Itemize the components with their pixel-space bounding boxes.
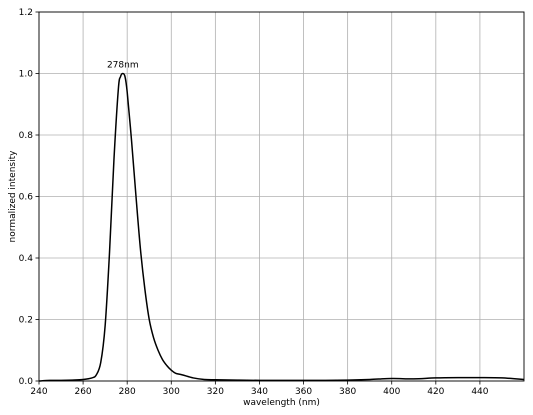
axis-ticks: 240 260 280 300 320 340 360 380 400 420 440 0.0 0.2 0… <box>19 8 489 397</box>
y-tick-label: 0.2 <box>19 316 33 326</box>
x-tick-label: 440 <box>471 387 488 397</box>
y-tick-label: 0.8 <box>19 131 34 141</box>
x-tick-label: 240 <box>30 387 47 397</box>
x-tick-label: 400 <box>383 387 400 397</box>
x-tick-label: 280 <box>119 387 136 397</box>
y-tick-label: 0.4 <box>19 254 34 264</box>
peak-annotation: 278nm <box>107 61 139 71</box>
y-tick-label: 1.0 <box>19 70 34 80</box>
x-tick-label: 380 <box>339 387 356 397</box>
y-axis-label: normalized intensity <box>8 150 18 243</box>
x-tick-label: 260 <box>74 387 91 397</box>
x-tick-label: 360 <box>295 387 312 397</box>
y-tick-label: 0.0 <box>19 377 34 387</box>
x-axis-label: wavelength (nm) <box>243 398 320 408</box>
x-tick-label: 300 <box>163 387 180 397</box>
series-layer <box>38 72 525 382</box>
x-tick-label: 320 <box>207 387 224 397</box>
x-tick-label: 420 <box>427 387 444 397</box>
spectrum-line <box>38 72 525 382</box>
y-tick-label: 1.2 <box>19 8 33 18</box>
y-tick-label: 0.6 <box>19 193 34 203</box>
x-tick-label: 340 <box>251 387 268 397</box>
